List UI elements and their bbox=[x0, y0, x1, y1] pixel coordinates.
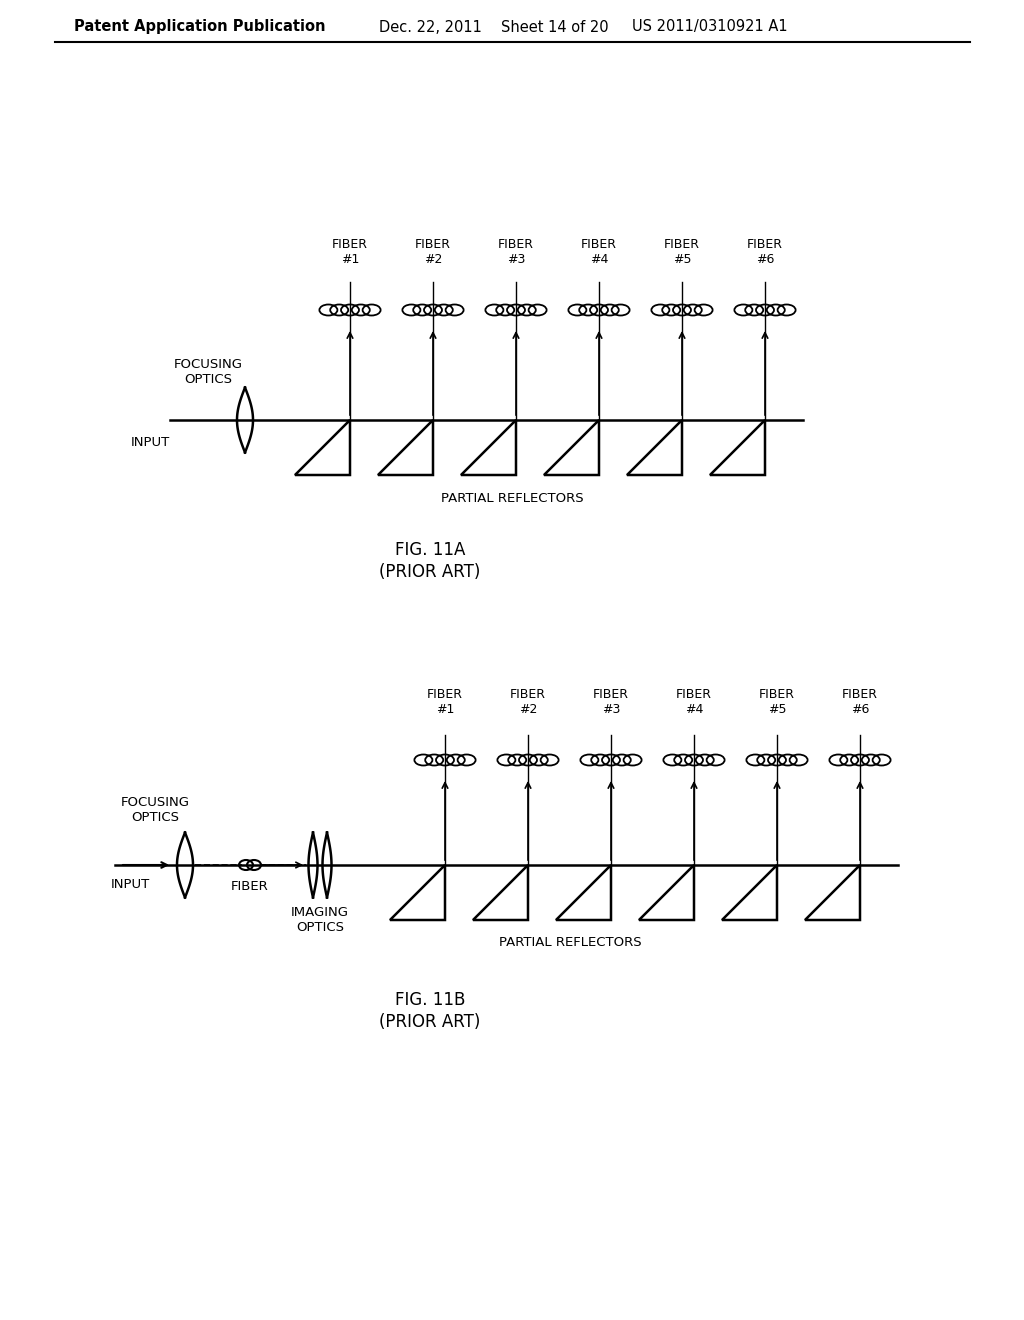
Text: (PRIOR ART): (PRIOR ART) bbox=[379, 564, 480, 581]
Text: FIG. 11A: FIG. 11A bbox=[395, 541, 465, 558]
Text: FIBER: FIBER bbox=[231, 880, 269, 894]
Text: FIBER
#3: FIBER #3 bbox=[498, 238, 534, 267]
Text: FIBER
#2: FIBER #2 bbox=[510, 688, 546, 715]
Text: PARTIAL REFLECTORS: PARTIAL REFLECTORS bbox=[440, 491, 584, 504]
Text: FIBER
#4: FIBER #4 bbox=[676, 688, 712, 715]
Text: FIBER
#3: FIBER #3 bbox=[593, 688, 629, 715]
Text: Sheet 14 of 20: Sheet 14 of 20 bbox=[501, 20, 609, 34]
Text: FIBER
#6: FIBER #6 bbox=[746, 238, 783, 267]
Text: IMAGING
OPTICS: IMAGING OPTICS bbox=[291, 906, 349, 935]
Text: FIBER
#1: FIBER #1 bbox=[332, 238, 368, 267]
Text: Patent Application Publication: Patent Application Publication bbox=[75, 20, 326, 34]
Text: FOCUSING
OPTICS: FOCUSING OPTICS bbox=[173, 358, 243, 385]
Text: FIBER
#1: FIBER #1 bbox=[427, 688, 463, 715]
Text: FIBER
#2: FIBER #2 bbox=[415, 238, 451, 267]
Text: Dec. 22, 2011: Dec. 22, 2011 bbox=[379, 20, 481, 34]
Text: FOCUSING
OPTICS: FOCUSING OPTICS bbox=[121, 796, 189, 824]
Text: FIBER
#6: FIBER #6 bbox=[842, 688, 878, 715]
Text: FIG. 11B: FIG. 11B bbox=[395, 991, 465, 1008]
Text: FIBER
#5: FIBER #5 bbox=[759, 688, 795, 715]
Text: FIBER
#5: FIBER #5 bbox=[664, 238, 700, 267]
Text: US 2011/0310921 A1: US 2011/0310921 A1 bbox=[632, 20, 787, 34]
Text: PARTIAL REFLECTORS: PARTIAL REFLECTORS bbox=[499, 936, 641, 949]
Text: (PRIOR ART): (PRIOR ART) bbox=[379, 1012, 480, 1031]
Text: INPUT: INPUT bbox=[111, 879, 150, 891]
Text: FIBER
#4: FIBER #4 bbox=[581, 238, 617, 267]
Text: INPUT: INPUT bbox=[130, 436, 170, 449]
